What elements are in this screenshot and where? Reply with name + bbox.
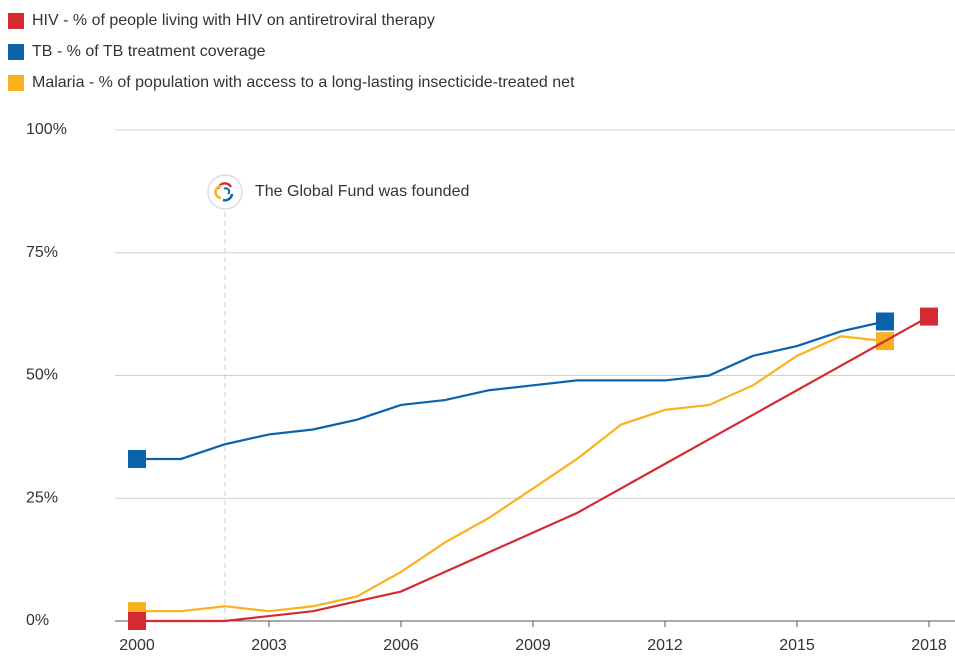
x-tick-label: 2018 xyxy=(911,637,947,654)
legend-label: HIV - % of people living with HIV on ant… xyxy=(32,12,435,29)
series-line xyxy=(137,320,886,461)
x-tick-label: 2006 xyxy=(383,637,419,654)
legend-label: Malaria - % of population with access to… xyxy=(32,74,575,91)
legend-swatch xyxy=(8,44,24,60)
y-tick-label: 75% xyxy=(26,244,58,261)
end-marker xyxy=(876,312,894,331)
end-marker xyxy=(128,612,146,630)
legend-swatch xyxy=(8,75,24,91)
y-tick-label: 100% xyxy=(26,121,67,138)
global-fund-logo xyxy=(207,174,243,210)
legend-label: TB - % of TB treatment coverage xyxy=(32,43,266,60)
series-line xyxy=(137,315,930,623)
x-tick-label: 2009 xyxy=(515,637,551,654)
x-tick-label: 2015 xyxy=(779,637,815,654)
end-marker xyxy=(920,307,938,326)
y-tick-label: 0% xyxy=(26,612,49,629)
x-tick-label: 2012 xyxy=(647,637,683,654)
series-line xyxy=(137,335,886,613)
annotation-text: The Global Fund was founded xyxy=(255,183,469,200)
end-marker xyxy=(128,449,146,468)
x-tick-label: 2003 xyxy=(251,637,287,654)
legend-swatch xyxy=(8,13,24,29)
y-tick-label: 25% xyxy=(26,489,58,506)
y-tick-label: 50% xyxy=(26,367,58,384)
x-tick-label: 2000 xyxy=(119,637,155,654)
